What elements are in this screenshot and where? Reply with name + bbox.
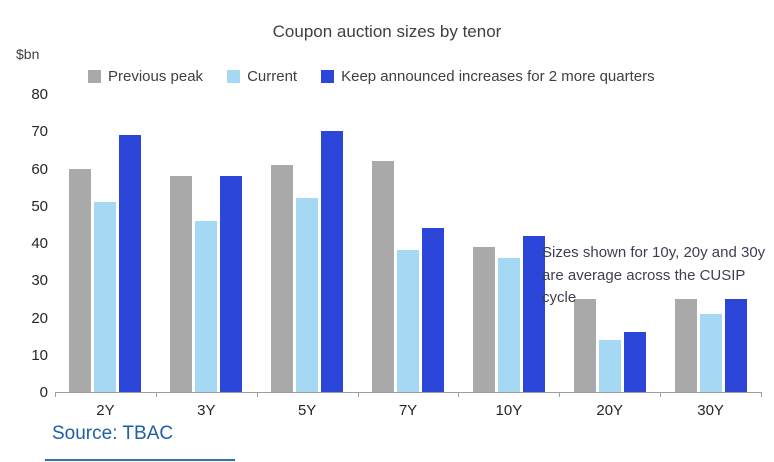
bar-current-10y bbox=[497, 257, 520, 392]
y-tick-label: 70 bbox=[31, 123, 48, 141]
legend-swatch bbox=[227, 70, 241, 83]
bar-group-30y: 30Y bbox=[660, 95, 762, 419]
bar-current-5y bbox=[296, 198, 319, 392]
y-tick-label: 80 bbox=[31, 86, 48, 103]
bar-keep-announced-increases-for-2-more-quarters-2y bbox=[119, 134, 142, 392]
bar-group-3y: 3Y bbox=[156, 95, 258, 419]
plot-area: 2Y 3Y 5Y 7Y 10Y 20Y 30Y Sizes shown for 10y, 2… bbox=[55, 95, 765, 419]
x-tick-label: 5Y bbox=[297, 402, 317, 419]
legend-swatch bbox=[88, 70, 101, 83]
bar-group-10y: 10Y bbox=[458, 95, 561, 419]
bar-groups: 2Y 3Y 5Y 7Y 10Y 20Y 30Y bbox=[55, 95, 762, 419]
bar-previous-peak-20y bbox=[573, 298, 596, 392]
y-tick-label: 60 bbox=[31, 160, 48, 178]
bar-previous-peak-5y bbox=[271, 164, 294, 392]
bar-keep-announced-increases-for-2-more-quarters-7y bbox=[422, 228, 444, 392]
bar-previous-peak-30y bbox=[674, 298, 697, 392]
bottom-divider bbox=[45, 459, 235, 461]
x-tick-label: 2Y bbox=[96, 402, 115, 419]
y-tick-label: 0 bbox=[39, 384, 48, 401]
y-tick-label: 50 bbox=[31, 197, 48, 215]
y-tick-label: 40 bbox=[31, 235, 48, 252]
bar-keep-announced-increases-for-2-more-quarters-3y bbox=[220, 175, 243, 392]
x-tick-label: 30Y bbox=[697, 402, 724, 419]
chart-title: Coupon auction sizes by tenor bbox=[272, 22, 502, 41]
legend: Previous peak Current Keep announced incre… bbox=[88, 68, 655, 85]
y-axis-unit-label: $bn bbox=[16, 46, 40, 62]
y-axis: 0 10 20 30 40 50 60 70 80 bbox=[10, 87, 48, 401]
legend-label: Previous peak bbox=[108, 68, 204, 85]
bar-group-20y: 20Y bbox=[559, 95, 662, 419]
legend-item-current: Current bbox=[227, 68, 297, 85]
bar-keep-announced-increases-for-2-more-quarters-10y bbox=[522, 235, 545, 392]
bar-group-5y: 5Y bbox=[257, 95, 359, 419]
legend-label: Current bbox=[247, 68, 298, 85]
x-tick-label: 20Y bbox=[596, 402, 624, 419]
y-tick-label: 10 bbox=[31, 346, 48, 364]
bar-current-2y bbox=[94, 202, 117, 392]
bar-previous-peak-2y bbox=[69, 168, 92, 392]
annotation-text: Sizes shown for 10y, 20y and 30y are ave… bbox=[542, 244, 766, 306]
legend-label: Keep announced increases for 2 more quar… bbox=[341, 68, 655, 85]
bar-group-7y: 7Y bbox=[358, 95, 460, 419]
y-tick-label: 20 bbox=[31, 309, 48, 327]
bar-current-3y bbox=[195, 220, 218, 392]
bar-previous-peak-3y bbox=[170, 175, 193, 392]
x-tick-label: 3Y bbox=[197, 402, 216, 419]
bar-previous-peak-7y bbox=[372, 161, 394, 392]
bar-previous-peak-10y bbox=[472, 246, 495, 392]
bar-keep-announced-increases-for-2-more-quarters-20y bbox=[623, 332, 646, 392]
bar-current-30y bbox=[699, 313, 722, 392]
legend-item-keep-announced-increases-for-2-more-quarters: Keep announced increases for 2 more quar… bbox=[321, 68, 655, 85]
bar-keep-announced-increases-for-2-more-quarters-30y bbox=[724, 298, 747, 392]
x-tick-label: 7Y bbox=[398, 402, 418, 419]
legend-swatch bbox=[321, 70, 335, 83]
y-tick-label: 30 bbox=[31, 272, 48, 290]
x-tick-label: 10Y bbox=[495, 402, 523, 419]
bar-current-7y bbox=[397, 250, 419, 392]
bar-keep-announced-increases-for-2-more-quarters-5y bbox=[321, 131, 344, 392]
bar-current-20y bbox=[598, 339, 621, 392]
bar-group-2y: 2Y bbox=[55, 95, 157, 419]
legend-item-previous-peak: Previous peak bbox=[88, 68, 203, 85]
source-label: Source: TBAC bbox=[52, 423, 174, 444]
